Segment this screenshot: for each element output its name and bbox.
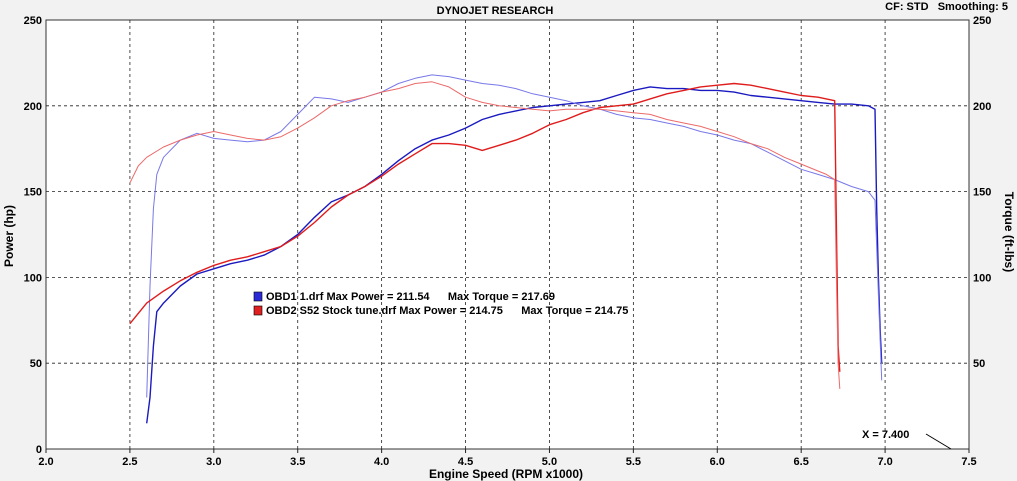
chart-title: DYNOJET RESEARCH <box>437 5 554 17</box>
legend-label-obd2: OBD2 S52 Stock tune.drf Max Power = 214.… <box>266 305 628 317</box>
legend-label-obd1: OBD1 1.drf Max Power = 211.54 Max Torque… <box>266 291 555 303</box>
plot-area <box>45 19 970 450</box>
legend-swatch-obd2 <box>253 305 263 316</box>
x-tick-label: 7.5 <box>961 456 976 468</box>
x-tick-label: 4.0 <box>374 456 389 468</box>
x-tick-label: 4.5 <box>458 456 473 468</box>
x-tick-label: 3.5 <box>290 456 305 468</box>
y-axis-label-right: Torque (ft-lbs) <box>1002 192 1016 272</box>
x-tick-label: 6.0 <box>710 456 725 468</box>
x-tick-label: 7.0 <box>877 456 892 468</box>
x-tick-label: 6.5 <box>794 456 809 468</box>
cursor-readout-text: X = 7.400 <box>862 429 909 441</box>
x-tick-label: 5.0 <box>542 456 557 468</box>
obd1-power-line <box>146 86 883 424</box>
x-tick-label: 2.0 <box>38 456 53 468</box>
y-tick-label-left: 100 <box>24 272 42 284</box>
x-tick-label: 2.5 <box>122 456 137 468</box>
series-lines <box>129 74 883 424</box>
y-tick-label-left: 0 <box>36 444 42 456</box>
grid-lines <box>46 20 969 449</box>
y-tick-label-left: 50 <box>30 358 42 370</box>
axis-ticks: 2.0 2.5 3.0 3.5 4.0 4.5 5.0 5.5 6.0 6.5 7.0 7.5 0 50 1… <box>24 15 992 468</box>
y-axis-label-left: Power (hp) <box>2 205 16 267</box>
y-tick-label-left: 150 <box>24 187 42 199</box>
x-tick-label: 5.5 <box>626 456 641 468</box>
obd2-power-line <box>129 82 841 372</box>
run-settings: CF: STD Smoothing: 5 <box>885 1 1008 13</box>
obd2-torque-line <box>129 81 841 389</box>
legend-swatch-obd1 <box>253 291 263 302</box>
legend: OBD1 1.drf Max Power = 211.54 Max Torque… <box>253 291 628 317</box>
y-tick-label-left: 200 <box>24 101 42 113</box>
y-tick-label-right: 100 <box>973 272 991 284</box>
cursor-readout: X = 7.400 <box>862 429 952 450</box>
y-tick-label-right: 250 <box>973 15 991 27</box>
y-tick-label-right: 50 <box>973 358 985 370</box>
y-tick-label-right: 150 <box>973 187 991 199</box>
y-tick-label-right: 200 <box>973 101 991 113</box>
obd1-torque-line <box>146 74 883 398</box>
readout-pointer <box>925 433 952 450</box>
y-tick-label-left: 250 <box>24 15 42 27</box>
x-tick-label: 3.0 <box>206 456 221 468</box>
x-axis-label: Engine Speed (RPM x1000) <box>429 467 583 481</box>
